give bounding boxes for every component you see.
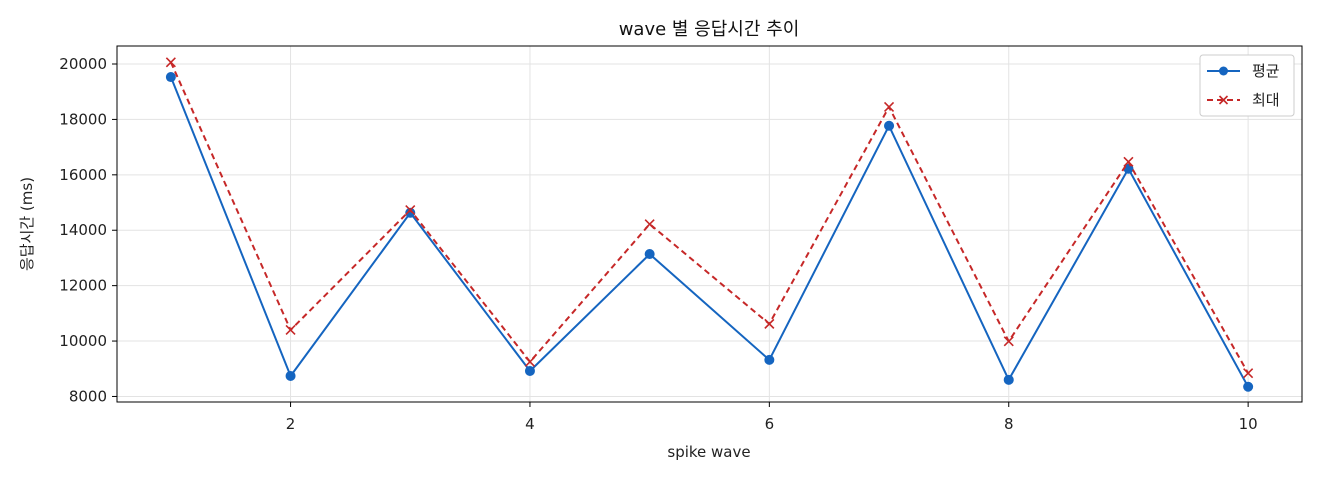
x-tick-label: 2 [286, 415, 296, 433]
legend-label-max: 최대 [1252, 91, 1280, 109]
y-tick-label: 12000 [59, 277, 107, 295]
data-point-max [644, 219, 655, 230]
series-line-max [169, 61, 1249, 374]
data-point-avg [165, 72, 176, 83]
x-tick-label: 6 [765, 415, 775, 433]
data-point-avg [1003, 374, 1014, 385]
grid-lines [117, 46, 1302, 402]
data-point-avg [285, 370, 296, 381]
y-tick-label: 10000 [59, 332, 107, 350]
legend-box [1199, 54, 1295, 117]
data-point-avg [884, 120, 895, 131]
data-point-max [764, 318, 775, 329]
x-axis-title: spike wave [667, 443, 750, 461]
data-point-avg [405, 207, 416, 218]
legend-label-avg: 평균 [1252, 62, 1280, 80]
legend-marker-max [1218, 95, 1229, 105]
data-point-avg [764, 354, 775, 365]
data-point-max [524, 356, 536, 367]
legend: 평균 최대 [1199, 54, 1295, 117]
series-layer [165, 57, 1254, 392]
data-point-max [285, 324, 296, 336]
y-tick-label: 14000 [59, 221, 107, 239]
y-axis-title: 응답시간 (ms) [18, 177, 36, 271]
x-tick-label: 8 [1004, 415, 1014, 433]
data-point-avg [524, 365, 535, 376]
data-point-max [165, 57, 176, 68]
data-point-max [1003, 336, 1014, 347]
data-point-max [883, 101, 895, 113]
data-point-max [1123, 156, 1134, 167]
data-point-max [1243, 368, 1254, 379]
y-tick-label: 8000 [69, 387, 107, 405]
data-point-avg [644, 249, 655, 260]
data-point-avg [1243, 381, 1254, 392]
chart-title: wave 별 응답시간 추이 [619, 19, 800, 40]
series-line-avg [169, 76, 1249, 388]
y-tick-label: 16000 [59, 166, 107, 184]
legend-marker-avg [1219, 66, 1228, 76]
y-tick-label: 18000 [59, 110, 107, 128]
x-tick-label: 4 [525, 415, 535, 433]
plot-frame [116, 45, 1303, 403]
x-tick-label: 10 [1239, 415, 1258, 433]
data-point-max [405, 204, 416, 216]
axis-ticks: 2 4 6 8 10 8000 10000 12000 14000 16000 18000 20000 [59, 55, 1257, 433]
y-tick-label: 20000 [59, 55, 107, 73]
